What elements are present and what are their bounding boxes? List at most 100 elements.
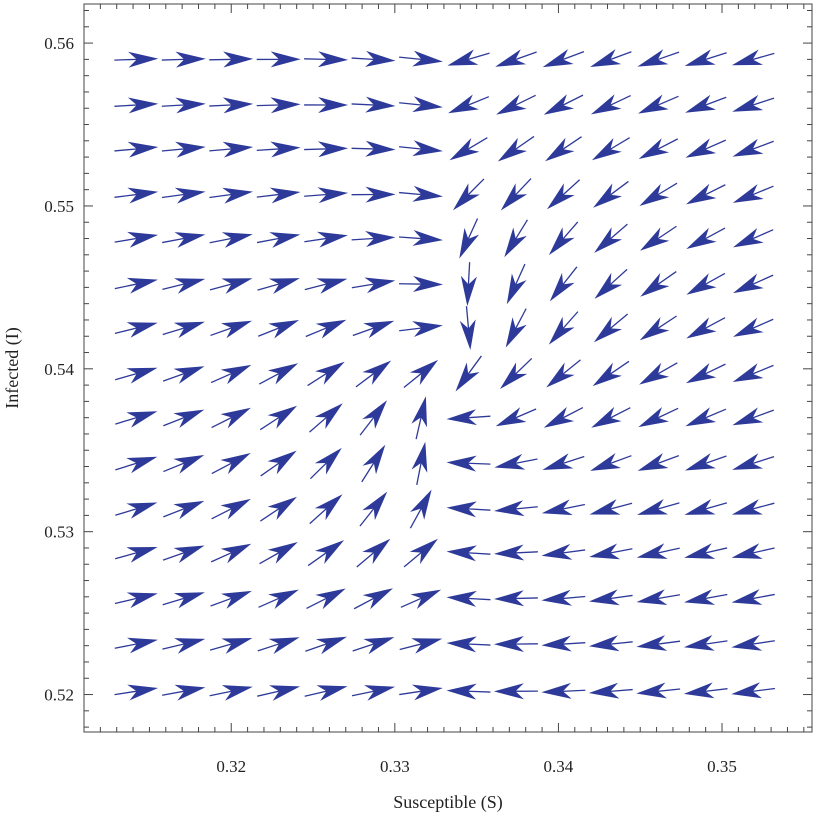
field-arrow [411,396,427,440]
arrow-shaft [464,52,490,62]
arrow-head [411,441,428,473]
field-arrow [541,682,586,699]
arrow-head [126,502,158,519]
arrow-shaft [513,263,526,289]
arrow-shaft [511,506,538,510]
x-tick-label: 0.33 [380,757,410,776]
arrow-head [685,363,717,384]
arrow-shaft [399,236,426,240]
arrow-head [686,273,717,295]
arrow-shaft [162,642,188,650]
arrow-shaft [307,550,330,567]
arrow-shaft [258,326,283,337]
field-arrow [162,638,206,654]
arrow-head [126,367,158,384]
arrow-shaft [114,642,141,649]
field-arrow [162,545,205,564]
arrow-shaft [210,596,236,607]
arrow-shaft [559,642,586,645]
arrow-shaft [701,593,728,600]
arrow-head [411,684,443,701]
field-arrow [352,637,395,655]
arrow-shaft [163,461,188,473]
arrow-head [365,231,396,247]
arrow-shaft [560,266,578,288]
field-arrow [209,685,253,701]
arrow-head [732,138,764,157]
field-arrow [541,589,586,606]
arrow-shaft [256,104,283,107]
arrow-shaft [559,549,586,555]
arrow-head [732,453,764,470]
arrow-head [220,364,252,385]
arrow-head [317,141,349,158]
arrow-head [543,94,575,115]
arrow-shaft [114,147,141,152]
field-arrow [162,366,205,384]
y-tick-label: 0.54 [44,360,74,379]
arrow-head [175,141,206,158]
arrow-head [270,51,301,68]
arrow-head [365,140,396,157]
arrow-shaft [114,326,141,335]
field-arrow [351,685,396,701]
arrow-shaft [701,184,726,197]
field-arrow [732,94,775,112]
field-arrow [304,141,349,158]
arrow-head [591,406,622,428]
arrow-head [637,49,669,67]
field-arrow [731,499,775,515]
arrow-shaft [465,178,485,198]
arrow-shaft [654,51,680,62]
field-arrow [161,97,206,114]
field-arrow [258,320,300,339]
field-arrow [114,97,159,114]
field-arrow [731,682,776,699]
arrow-head [496,94,527,115]
arrow-head [174,187,206,204]
arrow-head [590,94,622,115]
arrow-head [318,97,349,113]
arrow-head [363,320,395,339]
arrow-shaft [257,282,283,291]
field-arrow [209,278,253,294]
arrow-head [446,545,477,562]
field-arrow [446,590,491,607]
arrow-head [363,637,395,655]
arrow-shaft [749,502,775,511]
arrow-head [446,455,477,472]
arrow-shaft [399,326,426,332]
arrow-shaft [749,640,775,646]
arrow-shaft [211,415,236,429]
field-arrow [162,684,206,701]
field-arrow [257,685,301,701]
arrow-head [269,232,301,248]
arrow-head [317,187,349,204]
arrow-shaft [654,547,680,555]
field-arrow [399,638,443,654]
field-arrow [542,49,585,68]
arrow-head [317,231,348,248]
field-arrow [731,634,775,651]
arrow-head [126,411,158,428]
arrow-shaft [307,370,330,387]
arrow-shaft [512,178,532,198]
arrow-shaft [351,689,378,697]
arrow-shaft [209,642,236,651]
field-arrow [359,491,388,527]
field-arrow [453,178,485,211]
arrow-shaft [114,104,141,107]
field-arrow [684,543,728,559]
arrow-shaft [654,271,677,287]
arrow-shaft [465,306,470,333]
field-arrow [639,315,677,341]
arrow-head [686,183,717,205]
field-arrow [591,137,630,161]
arrow-shaft [257,642,283,652]
arrow-shaft [211,506,236,520]
arrow-head [128,51,159,68]
arrow-head [412,321,443,337]
field-arrow [307,361,345,387]
arrow-head [316,685,348,701]
